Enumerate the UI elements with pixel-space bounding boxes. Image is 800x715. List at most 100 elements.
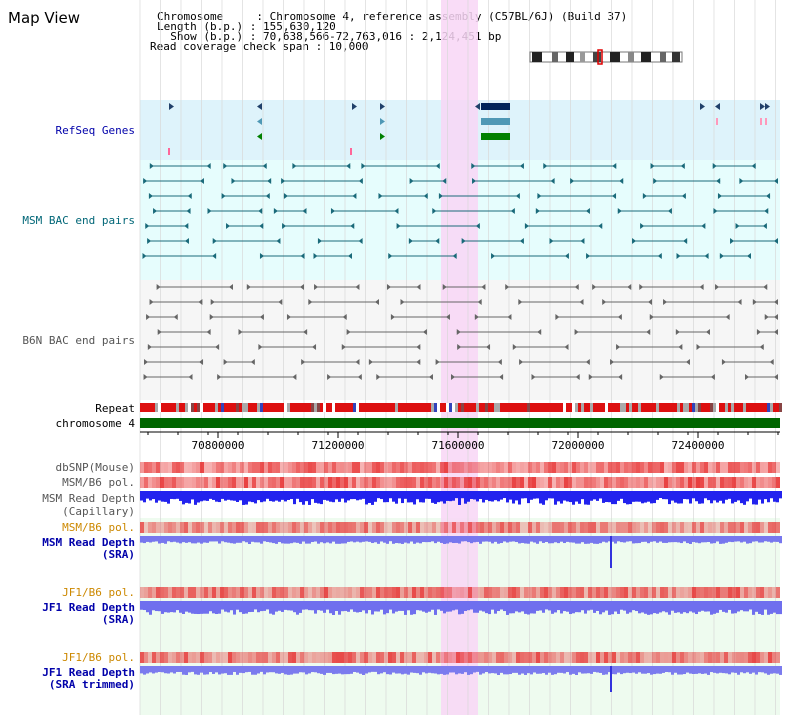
polymorphism-cell: [736, 587, 740, 598]
bac-end-marker: [422, 329, 427, 335]
bac-end-marker: [361, 163, 366, 169]
polymorphism-cell: [720, 477, 724, 488]
refseq-genes-track: [168, 103, 770, 155]
polymorphism-cell: [640, 477, 644, 488]
bac-end-marker: [640, 223, 645, 229]
polymorphism-cell: [244, 587, 248, 598]
repeat-segment: [440, 403, 443, 412]
read-depth-bar: [200, 536, 203, 544]
polymorphism-cell: [752, 477, 756, 488]
read-depth-bar: [320, 666, 323, 674]
read-depth-bar: [173, 601, 176, 613]
read-depth-bar: [416, 536, 419, 543]
repeat-segment: [725, 403, 728, 412]
polymorphism-cell: [508, 462, 512, 473]
read-depth-bar: [146, 601, 149, 613]
bac-end-marker: [619, 178, 624, 184]
polymorphism-cell: [160, 462, 164, 473]
bac-end-marker: [394, 208, 399, 214]
polymorphism-cell: [304, 522, 308, 533]
bac-end-marker: [574, 284, 579, 290]
bac-end-marker: [667, 208, 672, 214]
polymorphism-cell: [600, 462, 604, 473]
polymorphism-cell: [252, 587, 256, 598]
read-depth-bar: [407, 601, 410, 611]
read-depth-bar: [194, 601, 197, 614]
repeat-segment: [692, 403, 695, 412]
read-depth-bar: [695, 536, 698, 543]
read-depth-bar: [578, 491, 581, 504]
polymorphism-cell: [320, 652, 324, 663]
polymorphism-cell: [232, 477, 236, 488]
read-depth-bar: [374, 601, 377, 612]
read-depth-bar: [455, 491, 458, 499]
read-depth-bar: [632, 536, 635, 544]
bac-end-marker: [376, 374, 381, 380]
polymorphism-cell: [416, 587, 420, 598]
read-depth-bar: [464, 666, 467, 673]
polymorphism-cell: [148, 477, 152, 488]
polymorphism-cell: [528, 462, 532, 473]
read-depth-bar: [380, 666, 383, 674]
read-depth-bar: [614, 666, 617, 675]
polymorphism-cell: [648, 522, 652, 533]
read-depth-bar: [734, 536, 737, 542]
polymorphism-cell: [584, 522, 588, 533]
polymorphism-cell: [356, 462, 360, 473]
repeat-segment: [545, 403, 548, 412]
repeat-segment: [671, 403, 674, 412]
polymorphism-cell: [300, 522, 304, 533]
polymorphism-cell: [672, 462, 676, 473]
polymorphism-cell: [728, 462, 732, 473]
polymorphism-cell: [264, 652, 268, 663]
read-depth-bar: [140, 491, 143, 501]
read-depth-bar: [386, 536, 389, 544]
read-depth-bar: [212, 666, 215, 674]
polymorphism-cell: [456, 477, 460, 488]
bac-end-marker: [149, 299, 154, 305]
read-depth-bar: [356, 536, 359, 542]
polymorphism-cell: [224, 462, 228, 473]
polymorphism-cell: [256, 587, 260, 598]
repeat-segment: [593, 403, 596, 412]
bac-end-marker: [358, 178, 363, 184]
axis-tick-label: 71600000: [432, 439, 485, 452]
bac-end-marker: [675, 329, 680, 335]
polymorphism-cell: [248, 587, 252, 598]
polymorphism-cell: [172, 587, 176, 598]
repeat-segment: [605, 403, 608, 412]
polymorphism-cell: [672, 522, 676, 533]
label-repeat: Repeat: [95, 402, 135, 415]
read-depth-bar: [236, 491, 239, 502]
polymorphism-cell: [444, 462, 448, 473]
polymorphism-cell: [568, 477, 572, 488]
polymorphism-cell: [436, 652, 440, 663]
polymorphism-cell: [480, 587, 484, 598]
bac-end-marker: [739, 178, 744, 184]
bac-end-marker: [774, 238, 778, 244]
repeat-segment: [659, 403, 662, 412]
bac-end-marker: [537, 329, 542, 335]
read-depth-bar: [659, 491, 662, 499]
polymorphism-cell: [504, 522, 508, 533]
polymorphism-cell: [696, 652, 700, 663]
read-depth-bar: [191, 666, 194, 672]
read-depth-bar: [620, 666, 623, 675]
read-depth-bar: [494, 536, 497, 542]
repeat-track: [140, 403, 782, 412]
read-depth-bar: [542, 666, 545, 674]
repeat-segment: [257, 403, 260, 412]
polymorphism-cell: [696, 587, 700, 598]
read-depth-bar: [239, 536, 242, 543]
read-depth-bar: [362, 491, 365, 499]
polymorphism-cell: [692, 477, 696, 488]
polymorphism-cell: [436, 462, 440, 473]
read-depth-bar: [725, 601, 728, 613]
polymorphism-cell: [332, 652, 336, 663]
repeat-segment: [512, 403, 515, 412]
polymorphism-cell: [428, 477, 432, 488]
polymorphism-cell: [480, 477, 484, 488]
polymorphism-cell: [712, 587, 716, 598]
read-depth-bar: [467, 536, 470, 543]
